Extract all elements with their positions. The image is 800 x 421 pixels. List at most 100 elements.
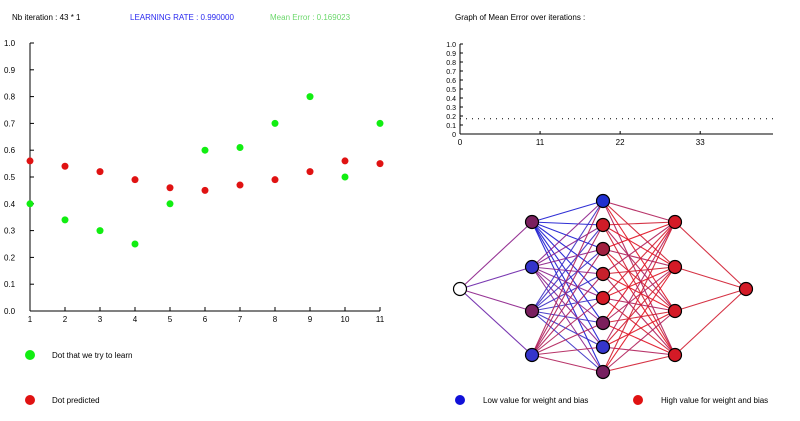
error-x-tick-label: 0 <box>458 138 463 147</box>
error-graph: 0 0.1 0.2 0.3 0.4 0.5 0.6 0.7 0.8 0.9 1.0 0 11 22 33 <box>446 42 773 147</box>
weight-line <box>531 266 604 275</box>
error-x-tick-label: 11 <box>536 138 545 147</box>
y-tick-label: 0.9 <box>4 66 16 75</box>
weight-line <box>602 221 676 226</box>
network-neuron-l2-n1 <box>595 217 611 233</box>
network-neuron-l2-n7 <box>595 364 611 380</box>
error-x-tick-label: 22 <box>616 138 625 147</box>
weight-line <box>531 221 604 250</box>
target-data-point <box>306 93 314 101</box>
weight-line <box>674 288 747 312</box>
weight-line <box>602 266 676 348</box>
x-tick-label: 7 <box>238 315 243 324</box>
error-y-tick-label: 0.3 <box>446 105 456 112</box>
network-neuron-l2-n3 <box>595 266 611 282</box>
y-tick-label: 0.1 <box>4 280 16 289</box>
weight-line <box>602 221 676 348</box>
target-data-point <box>26 200 34 208</box>
weight-line <box>531 221 604 226</box>
x-tick-label: 2 <box>63 315 68 324</box>
weight-line <box>602 200 676 356</box>
weight-line <box>531 310 604 348</box>
weight-line <box>602 322 676 356</box>
weight-line <box>602 310 676 324</box>
mean-error-label: Mean Error : 0.169023 <box>270 13 351 22</box>
weight-line <box>531 224 604 312</box>
network-neuron-l1-n0 <box>524 214 540 230</box>
y-tick-label: 0.8 <box>4 93 16 102</box>
high-value-legend-icon <box>633 395 643 405</box>
weight-line <box>531 297 604 356</box>
network-neuron-l0-n0 <box>452 281 468 297</box>
target-data-point <box>376 119 384 127</box>
target-data-point <box>271 119 279 127</box>
error-y-tick-label: 0.6 <box>446 78 456 85</box>
weight-line <box>602 224 676 356</box>
y-tick-label: 0.2 <box>4 253 16 262</box>
predicted-data-point <box>236 181 244 189</box>
weight-line <box>602 266 676 324</box>
weight-line <box>602 221 676 275</box>
target-dot-legend-icon <box>25 350 35 360</box>
weight-line <box>674 266 747 290</box>
predicted-data-point <box>306 168 314 176</box>
x-tick-label: 6 <box>203 315 208 324</box>
weight-connections <box>459 200 747 373</box>
network-neuron-l4-n0 <box>738 281 754 297</box>
error-graph-title: Graph of Mean Error over iterations : <box>455 13 586 22</box>
predicted-data-point <box>96 168 104 176</box>
weight-line <box>602 273 676 312</box>
x-tick-label: 1 <box>28 315 33 324</box>
weight-line <box>602 248 676 268</box>
network-neuron-l3-n0 <box>667 214 683 230</box>
error-y-tick-label: 0 <box>452 132 456 139</box>
weight-line <box>531 221 604 275</box>
weight-line <box>602 224 676 268</box>
predicted-data-point <box>131 176 139 184</box>
weight-line <box>531 200 604 356</box>
weight-line <box>531 266 604 324</box>
weight-line <box>531 221 604 348</box>
x-tick-label: 5 <box>168 315 173 324</box>
weight-line <box>602 266 676 299</box>
iteration-counter: Nb iteration : 43 * 1 <box>12 13 81 22</box>
x-tick-label: 3 <box>98 315 103 324</box>
target-data-point <box>96 227 104 235</box>
predicted-dot-legend-icon <box>25 395 35 405</box>
weight-line <box>602 310 676 348</box>
weight-line <box>531 273 604 312</box>
target-data-point <box>341 173 349 181</box>
x-tick-label: 8 <box>273 315 278 324</box>
predicted-data-point <box>341 157 349 165</box>
weight-line <box>602 266 676 275</box>
scatter-chart: 0.0 0.1 0.2 0.3 0.4 0.5 0.6 0.7 0.8 0.9 1.0 1 2 3 4 5 6 7… <box>4 39 385 324</box>
weight-line <box>602 354 676 373</box>
weight-line <box>602 297 676 356</box>
weight-line <box>531 224 604 268</box>
error-x-tick-label: 33 <box>696 138 705 147</box>
weight-line <box>531 221 604 299</box>
weight-line <box>531 224 604 356</box>
target-data-point <box>61 216 69 224</box>
weight-line <box>674 221 747 290</box>
low-value-legend-label: Low value for weight and bias <box>483 396 589 405</box>
x-tick-label: 11 <box>376 315 385 324</box>
target-data-point <box>236 144 244 152</box>
predicted-data-point <box>61 162 69 170</box>
weight-line <box>602 221 676 373</box>
x-tick-label: 4 <box>133 315 138 324</box>
weight-line <box>602 266 676 373</box>
weight-line <box>531 273 604 356</box>
weight-line <box>674 288 747 356</box>
weight-line <box>531 266 604 299</box>
network-neuron-l3-n2 <box>667 303 683 319</box>
error-y-tick-label: 0.1 <box>446 123 456 130</box>
y-tick-label: 0.3 <box>4 227 16 236</box>
network-neuron-l2-n6 <box>595 339 611 355</box>
weight-line <box>531 248 604 312</box>
error-y-tick-label: 0.5 <box>446 87 456 94</box>
network-neuron-l1-n1 <box>524 259 540 275</box>
y-tick-label: 0.5 <box>4 173 16 182</box>
weight-line <box>531 221 604 373</box>
weight-line <box>531 200 604 223</box>
